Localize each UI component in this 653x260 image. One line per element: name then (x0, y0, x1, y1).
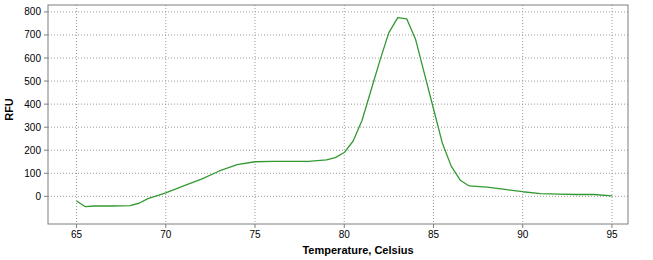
y-tick (44, 81, 48, 82)
x-axis-title: Temperature, Celsius (302, 244, 413, 256)
grid-line (48, 150, 628, 151)
x-tick (522, 224, 523, 228)
plot-background (48, 5, 628, 224)
y-tick (44, 58, 48, 59)
grid-line (48, 196, 628, 197)
y-tick (44, 127, 48, 128)
y-tick-label: 0 (35, 191, 41, 202)
y-tick (44, 104, 48, 105)
y-tick (44, 150, 48, 151)
y-tick-label: 400 (24, 99, 41, 110)
x-tick (433, 224, 434, 228)
grid-line (611, 5, 612, 224)
y-tick-label: 300 (24, 122, 41, 133)
chart-container: 65 70 75 80 85 90 95 0 100 200 300 400 500 600 700 800 T… (0, 0, 653, 260)
grid-line (255, 5, 256, 224)
x-tick (76, 224, 77, 228)
x-tick (611, 224, 612, 228)
x-tick-label: 75 (249, 229, 261, 240)
grid-line (48, 104, 628, 105)
melt-curve (77, 18, 612, 207)
x-tick-label: 95 (606, 229, 618, 240)
series-group (77, 18, 612, 207)
grid-line (48, 173, 628, 174)
y-tick-label: 500 (24, 76, 41, 87)
x-tick-label: 90 (517, 229, 529, 240)
y-tick-label: 800 (24, 6, 41, 17)
y-axis-title: RFU (3, 98, 15, 121)
x-tick (165, 224, 166, 228)
grid-line (344, 5, 345, 224)
y-tick-label: 100 (24, 168, 41, 179)
x-tick-label: 85 (428, 229, 440, 240)
grid-line (48, 81, 628, 82)
y-tick (44, 196, 48, 197)
y-tick-label: 700 (24, 29, 41, 40)
y-tick (44, 11, 48, 12)
y-tick (44, 173, 48, 174)
grid-line (76, 5, 77, 224)
x-tick (255, 224, 256, 228)
grid-line (48, 11, 628, 12)
y-tick-label: 200 (24, 145, 41, 156)
x-tick-label: 70 (160, 229, 172, 240)
y-tick-label: 600 (24, 53, 41, 64)
plot-frame (48, 5, 628, 224)
chart: 65 70 75 80 85 90 95 0 100 200 300 400 500 600 700 800 T… (0, 0, 653, 260)
grid-line (48, 34, 628, 35)
x-tick-label: 80 (339, 229, 351, 240)
grid-line (433, 5, 434, 224)
x-tick (344, 224, 345, 228)
grid-line (165, 5, 166, 224)
y-tick (44, 34, 48, 35)
grid-line (48, 58, 628, 59)
grid-line (48, 127, 628, 128)
x-tick-label: 65 (71, 229, 83, 240)
